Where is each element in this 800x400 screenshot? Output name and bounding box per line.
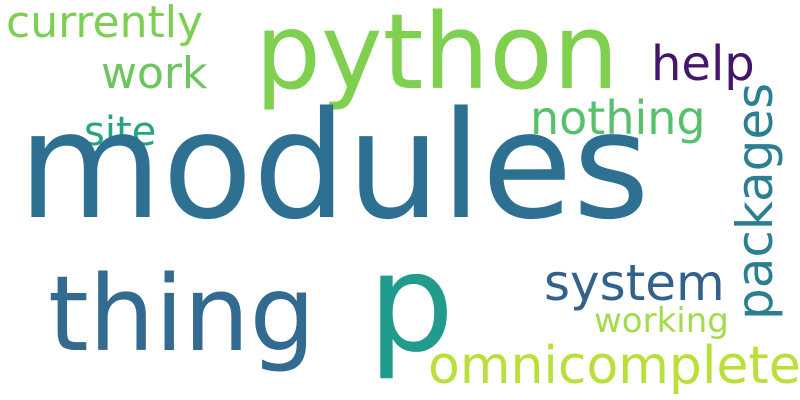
word-site: site bbox=[84, 109, 157, 155]
word-p: p bbox=[368, 225, 455, 383]
word-thing: thing bbox=[48, 253, 316, 375]
word-work: work bbox=[101, 48, 208, 99]
word-modules: modules bbox=[18, 80, 650, 252]
word-packages: packages bbox=[726, 82, 784, 320]
word-python: python bbox=[255, 0, 619, 113]
word-nothing: nothing bbox=[530, 91, 706, 145]
word-omnicomplete: omnicomplete bbox=[428, 336, 800, 396]
word-currently: currently bbox=[6, 0, 203, 48]
word-working: working bbox=[594, 301, 729, 341]
word-system: system bbox=[544, 254, 725, 312]
word-help: help bbox=[651, 36, 755, 92]
